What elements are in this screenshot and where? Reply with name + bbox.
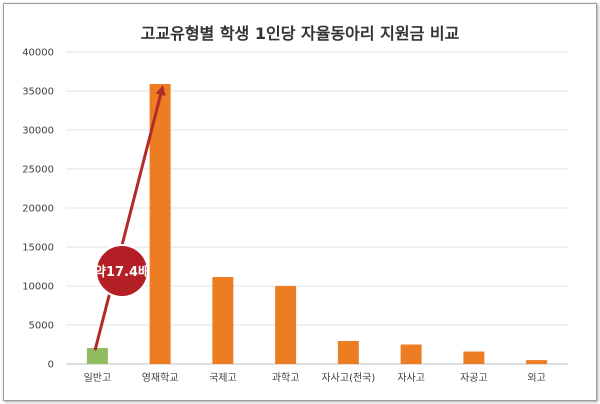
bar [86, 348, 108, 364]
ratio-label: 약17.4배 [94, 264, 150, 280]
x-tick-label: 영재학교 [142, 372, 179, 384]
y-axis-ticks: 0 5000 10000 15000 20000 25000 30000 35000 40000 [22, 48, 54, 371]
bar [337, 340, 359, 364]
y-tick-label: 40000 [22, 48, 54, 59]
bar [526, 360, 548, 364]
gridlines [66, 51, 568, 365]
bar [149, 83, 171, 364]
x-axis-labels: 일반고 영재학교 국제고 과학고 자사고(전국) 자사고 자공고 외고 [84, 372, 546, 384]
x-tick-label: 외고 [527, 372, 545, 384]
bars [86, 83, 548, 364]
y-tick-label: 15000 [22, 243, 54, 254]
ratio-badge [95, 244, 149, 298]
x-tick-label: 자사고(전국) [321, 372, 375, 384]
chart-frame [3, 3, 597, 401]
x-tick-label: 국제고 [209, 372, 237, 384]
y-tick-label: 5000 [29, 321, 54, 332]
arrow-head [155, 84, 166, 96]
bar [212, 277, 234, 364]
y-tick-label: 25000 [22, 165, 54, 176]
x-tick-label: 일반고 [84, 372, 112, 384]
y-tick-label: 10000 [22, 282, 54, 293]
x-tick-label: 자사고 [397, 372, 425, 384]
arrow-line [93, 93, 163, 351]
ratio-annotation: 약17.4배 [93, 84, 166, 351]
x-tick-label: 과학고 [272, 372, 300, 384]
y-tick-label: 30000 [22, 126, 54, 137]
y-tick-label: 20000 [22, 204, 54, 215]
y-tick-label: 0 [48, 360, 54, 371]
x-tick-label: 자공고 [460, 372, 488, 384]
bar [400, 344, 422, 364]
bar [275, 286, 297, 364]
bar [463, 351, 485, 364]
chart-title: 고교유형별 학생 1인당 자율동아리 지원금 비교 [141, 24, 460, 43]
y-tick-label: 35000 [22, 87, 54, 98]
